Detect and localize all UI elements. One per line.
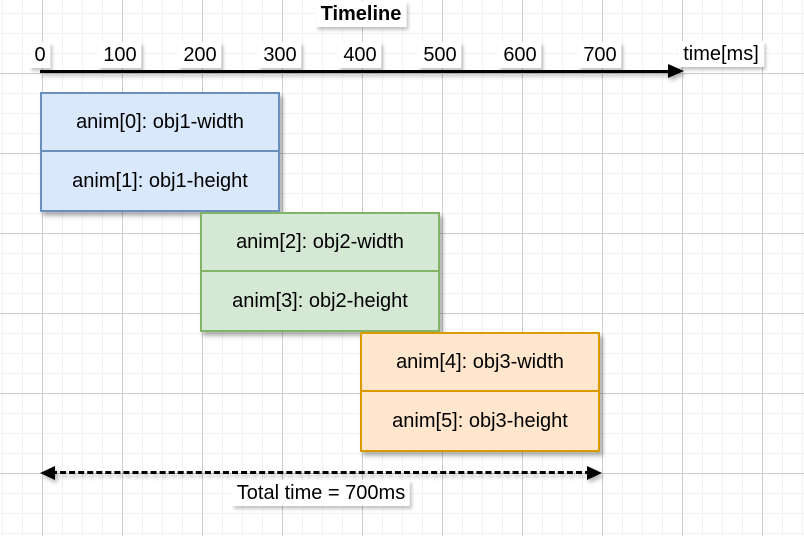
- axis-tick-300: 300: [258, 42, 302, 68]
- axis-tick-0: 0: [29, 42, 51, 68]
- bar-anim-5-label: anim[5]: obj3-height: [392, 409, 568, 432]
- diagram-title: Timeline: [315, 1, 407, 27]
- dashed-line: [51, 471, 591, 474]
- bar-anim-2: anim[2]: obj2-width: [202, 214, 438, 272]
- bar-anim-0: anim[0]: obj1-width: [42, 94, 278, 152]
- bar-anim-5: anim[5]: obj3-height: [362, 392, 598, 450]
- time-axis-line: [40, 70, 670, 73]
- axis-tick-400: 400: [338, 42, 382, 68]
- bar-anim-3: anim[3]: obj2-height: [202, 272, 438, 330]
- total-time-label: Total time = 700ms: [231, 480, 411, 506]
- bar-anim-4: anim[4]: obj3-width: [362, 334, 598, 392]
- bar-group-obj2: anim[2]: obj2-width anim[3]: obj2-height: [200, 212, 440, 332]
- bar-anim-1-label: anim[1]: obj1-height: [72, 169, 248, 192]
- axis-tick-100: 100: [98, 42, 142, 68]
- axis-tick-500: 500: [418, 42, 462, 68]
- bar-anim-0-label: anim[0]: obj1-width: [76, 110, 244, 133]
- bar-anim-3-label: anim[3]: obj2-height: [232, 289, 408, 312]
- bar-group-obj3: anim[4]: obj3-width anim[5]: obj3-height: [360, 332, 600, 452]
- bar-anim-2-label: anim[2]: obj2-width: [236, 230, 404, 253]
- axis-tick-700: 700: [578, 42, 622, 68]
- axis-tick-600: 600: [498, 42, 542, 68]
- axis-tick-200: 200: [178, 42, 222, 68]
- time-axis-arrowhead-icon: [668, 64, 684, 78]
- axis-unit-label: time[ms]: [678, 41, 764, 67]
- arrowhead-left-icon: [40, 466, 55, 480]
- bar-anim-4-label: anim[4]: obj3-width: [396, 350, 564, 373]
- arrowhead-right-icon: [587, 466, 602, 480]
- bar-anim-1: anim[1]: obj1-height: [42, 152, 278, 210]
- total-time-arrow: [40, 466, 602, 480]
- bar-group-obj1: anim[0]: obj1-width anim[1]: obj1-height: [40, 92, 280, 212]
